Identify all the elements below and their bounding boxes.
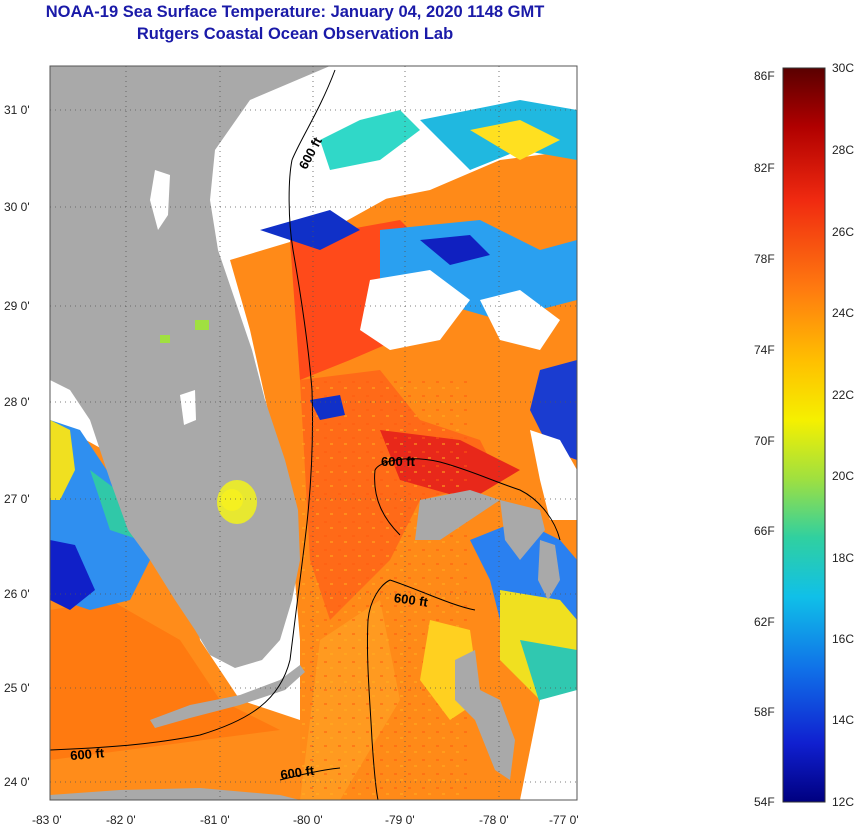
- celsius-label: 28C: [832, 143, 854, 157]
- contour-label: 600 ft: [70, 745, 106, 763]
- lat-tick-label: 26 0': [4, 587, 30, 601]
- map-body: [50, 66, 577, 800]
- contour-label: 600 ft: [393, 590, 429, 610]
- lat-tick-label: 24 0': [4, 775, 30, 789]
- lon-tick-label: -80 0': [293, 813, 323, 827]
- fahrenheit-label: 58F: [754, 705, 775, 719]
- celsius-label: 20C: [832, 469, 854, 483]
- map-frame: [49, 65, 578, 801]
- longitude-axis: -83 0' -82 0' -81 0' -80 0' -79 0' -78 0…: [32, 813, 579, 827]
- colorbar-celsius-scale: 30C 28C 26C 24C 22C 20C 18C 16C 14C 12C: [832, 61, 854, 809]
- fahrenheit-label: 82F: [754, 161, 775, 175]
- colorbar-fahrenheit-scale: 86F 82F 78F 74F 70F 66F 62F 58F 54F: [754, 69, 775, 809]
- celsius-label: 22C: [832, 388, 854, 402]
- fahrenheit-label: 62F: [754, 615, 775, 629]
- celsius-label: 24C: [832, 306, 854, 320]
- lon-tick-label: -82 0': [106, 813, 136, 827]
- fahrenheit-label: 86F: [754, 69, 775, 83]
- celsius-label: 16C: [832, 632, 854, 646]
- fahrenheit-label: 66F: [754, 524, 775, 538]
- contour-label: 600 ft: [381, 454, 416, 469]
- contour-label: 600 ft: [279, 763, 315, 783]
- fahrenheit-label: 54F: [754, 795, 775, 809]
- lat-tick-label: 28 0': [4, 395, 30, 409]
- celsius-label: 14C: [832, 713, 854, 727]
- lon-tick-label: -79 0': [385, 813, 415, 827]
- celsius-label: 12C: [832, 795, 854, 809]
- colorbar-gradient: [782, 67, 826, 803]
- lon-tick-label: -83 0': [32, 813, 62, 827]
- lat-tick-label: 31 0': [4, 103, 30, 117]
- lat-tick-label: 25 0': [4, 681, 30, 695]
- lon-tick-label: -81 0': [200, 813, 230, 827]
- lon-tick-label: -78 0': [479, 813, 509, 827]
- lon-tick-label: -77 0': [549, 813, 579, 827]
- lat-tick-label: 27 0': [4, 492, 30, 506]
- fahrenheit-label: 78F: [754, 252, 775, 266]
- lat-tick-label: 29 0': [4, 299, 30, 313]
- celsius-label: 30C: [832, 61, 854, 75]
- fahrenheit-label: 74F: [754, 343, 775, 357]
- lat-tick-label: 30 0': [4, 200, 30, 214]
- map-subtitle: Rutgers Coastal Ocean Observation Lab: [136, 25, 454, 43]
- celsius-label: 26C: [832, 225, 854, 239]
- celsius-label: 18C: [832, 551, 854, 565]
- map-title: NOAA-19 Sea Surface Temperature: January…: [45, 3, 545, 21]
- latitude-axis: 31 0' 30 0' 29 0' 28 0' 27 0' 26 0' 25 0…: [4, 103, 30, 789]
- temperature-colorbar: 86F 82F 78F 74F 70F 66F 62F 58F 54F 30C …: [754, 61, 854, 809]
- fahrenheit-label: 70F: [754, 434, 775, 448]
